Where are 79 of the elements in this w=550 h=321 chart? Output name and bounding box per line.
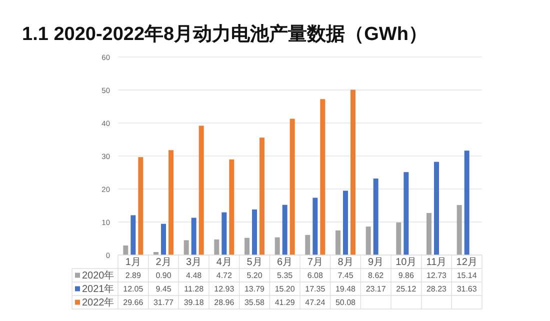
bar [260, 138, 264, 255]
x-tick-label: 3月 [186, 257, 202, 268]
x-tick-label: 4月 [216, 257, 232, 268]
bar [282, 204, 288, 255]
bar [464, 150, 470, 255]
bar [123, 245, 128, 255]
data-label: 5.20 [246, 271, 263, 280]
data-label: 15.14 [456, 271, 478, 280]
data-label: 39.18 [184, 298, 204, 307]
bar [343, 190, 348, 255]
data-label: 19.48 [335, 284, 356, 294]
data-label: 4.48 [186, 271, 202, 280]
data-label: 28.23 [426, 284, 448, 294]
data-label: 0.90 [156, 271, 172, 280]
data-label: 11.28 [184, 284, 204, 294]
data-label: 17.35 [305, 284, 326, 294]
data-label: 50.08 [335, 298, 356, 307]
data-label: 12.73 [426, 271, 448, 280]
data-label: 47.24 [305, 298, 326, 307]
legend-label: 2021年 [82, 283, 114, 295]
bar [184, 240, 189, 255]
bar [138, 157, 144, 255]
data-label: 41.29 [274, 298, 296, 307]
bar [396, 222, 402, 255]
bar [320, 99, 326, 255]
bar [214, 239, 220, 255]
bar [456, 205, 462, 255]
bar [161, 224, 166, 255]
bar [244, 238, 250, 255]
data-label: 4.72 [216, 271, 232, 280]
bar [404, 172, 409, 255]
bar [366, 226, 371, 255]
bar [198, 126, 204, 255]
bar [336, 230, 340, 255]
bar [130, 215, 136, 255]
data-label: 31.63 [456, 284, 478, 294]
data-label: 7.45 [338, 271, 354, 280]
x-tick-label: 1月 [125, 257, 141, 268]
data-label: 8.62 [368, 271, 384, 280]
bar [434, 162, 439, 255]
x-tick-label: 11月 [426, 257, 447, 268]
x-tick-label: 5月 [246, 257, 262, 268]
data-label: 13.79 [244, 284, 266, 294]
data-label: 35.58 [244, 298, 266, 307]
legend-label: 2022年 [82, 296, 114, 308]
data-label: 9.45 [156, 284, 172, 294]
data-label: 5.35 [277, 271, 294, 280]
data-label: 6.08 [307, 271, 324, 280]
data-label: 12.93 [214, 284, 235, 294]
bar [426, 212, 432, 255]
x-tick-label: 8月 [338, 257, 354, 268]
bar [252, 209, 257, 255]
bar [350, 90, 356, 255]
data-label: 28.96 [214, 298, 235, 307]
bar [274, 237, 280, 255]
data-label: 12.05 [123, 284, 144, 294]
data-label: 29.66 [123, 298, 144, 307]
data-label: 23.17 [366, 284, 386, 294]
x-tick-label: 9月 [368, 257, 384, 268]
data-label: 2.89 [125, 271, 142, 280]
data-label: 25.12 [396, 284, 417, 294]
bar [229, 159, 234, 255]
x-tick-label: 6月 [277, 257, 293, 268]
bar [373, 178, 378, 255]
bar [290, 118, 295, 255]
bar [168, 150, 174, 255]
data-label: 31.77 [153, 298, 174, 307]
x-tick-label: 10月 [396, 257, 417, 268]
chart-title: 1.1 2020-2022年8月动力电池产量数据（GWh） [22, 23, 428, 45]
x-tick-label: 12月 [456, 257, 478, 268]
x-tick-label: 2月 [156, 257, 172, 268]
data-label: 9.86 [398, 271, 414, 280]
bar [305, 234, 310, 255]
bar [222, 212, 227, 255]
data-label: 15.20 [274, 284, 296, 294]
legend-label: 2020年 [82, 270, 114, 282]
bar [312, 198, 318, 255]
bar [191, 218, 196, 255]
x-tick-label: 7月 [307, 257, 323, 268]
